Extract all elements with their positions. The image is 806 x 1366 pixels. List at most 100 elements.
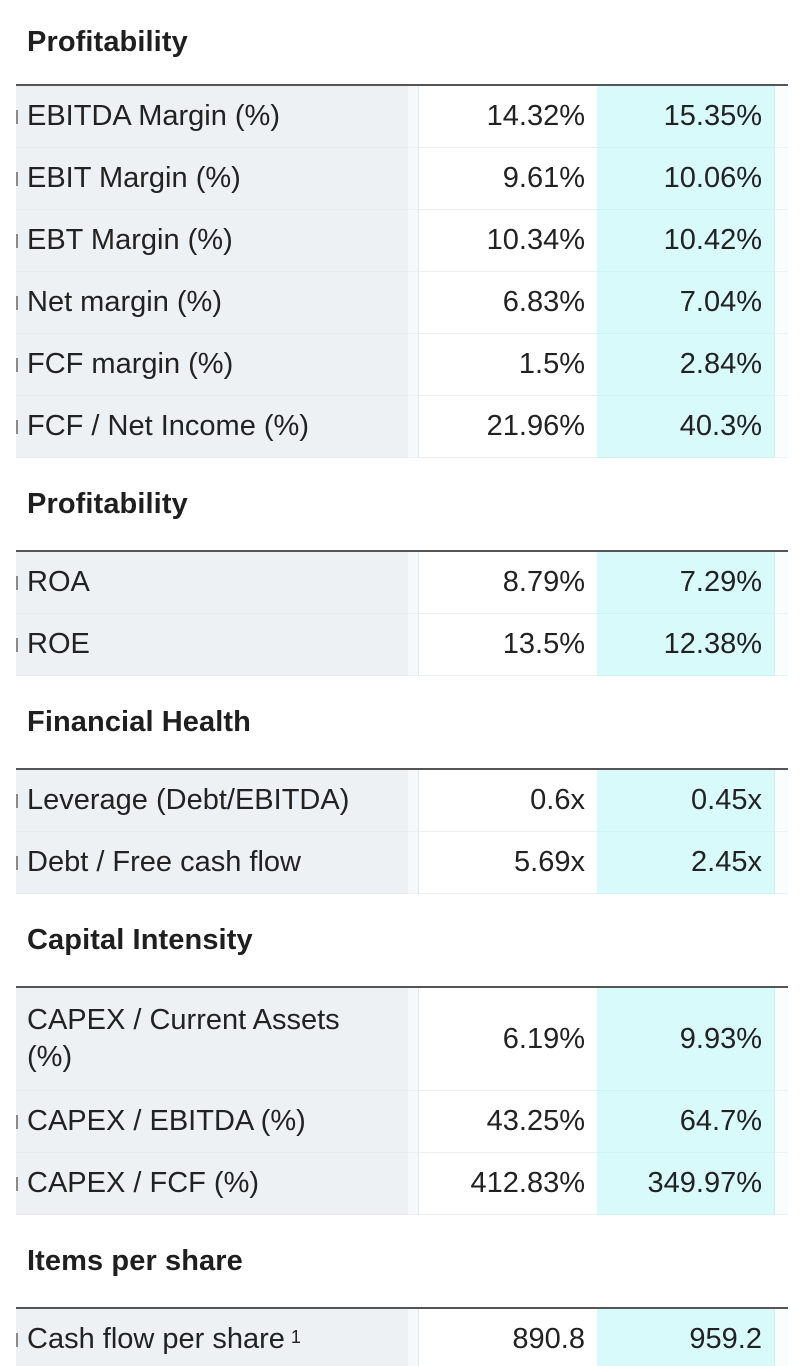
column-divider [418, 86, 419, 148]
value-cell: 0.6x [419, 770, 597, 832]
value-cell-highlighted: 10.06% [597, 148, 774, 210]
table-row: EBT Margin (%) 10.34% 10.42% [16, 210, 788, 272]
row-marker [16, 233, 18, 248]
row-label: Leverage (Debt/EBITDA) [16, 770, 408, 832]
row-label: CAPEX / Current Assets (%) [16, 988, 408, 1091]
value-cell: 14.32% [419, 86, 597, 148]
row-marker [16, 295, 18, 310]
row-marker [16, 793, 18, 808]
column-gap [408, 614, 418, 676]
column-edge [774, 988, 788, 1091]
column-gap [408, 1153, 418, 1215]
row-label: Cash flow per share 1 [16, 1309, 408, 1366]
table-row: Net margin (%) 6.83% 7.04% [16, 272, 788, 334]
row-marker [16, 1114, 18, 1129]
column-gap [408, 1091, 418, 1153]
value-cell: 890.8 [419, 1309, 597, 1366]
row-marker [16, 575, 18, 590]
table-row: CAPEX / EBITDA (%) 43.25% 64.7% [16, 1091, 788, 1153]
footnote-marker: 1 [290, 1327, 301, 1347]
table-row: Leverage (Debt/EBITDA) 0.6x 0.45x [16, 770, 788, 832]
row-marker [16, 1332, 18, 1347]
column-divider [418, 1091, 419, 1153]
table-row: CAPEX / FCF (%) 412.83% 349.97% [16, 1153, 788, 1215]
ratios-table: ROA 8.79% 7.29% ROE 13.5% 12.38% [16, 550, 788, 676]
column-divider [418, 832, 419, 894]
section-capital-intensity: Capital Intensity CAPEX / Current Assets… [0, 894, 806, 1215]
column-edge [774, 210, 788, 272]
value-cell-highlighted: 40.3% [597, 396, 774, 458]
section-financial-health: Financial Health Leverage (Debt/EBITDA) … [0, 676, 806, 894]
row-marker [16, 855, 18, 870]
row-label: ROA [16, 552, 408, 614]
value-cell-highlighted: 0.45x [597, 770, 774, 832]
row-label: CAPEX / FCF (%) [16, 1153, 408, 1215]
value-cell: 6.83% [419, 272, 597, 334]
column-edge [774, 552, 788, 614]
column-edge [774, 86, 788, 148]
column-gap [408, 1309, 418, 1366]
ratios-table: EBITDA Margin (%) 14.32% 15.35% EBIT Mar… [16, 84, 788, 458]
row-label-text: Cash flow per share [27, 1323, 285, 1355]
value-cell-highlighted: 2.84% [597, 334, 774, 396]
section-title: Financial Health [27, 705, 251, 738]
column-gap [408, 86, 418, 148]
row-label-text: ROE [27, 628, 90, 660]
column-gap [408, 832, 418, 894]
table-row: EBITDA Margin (%) 14.32% 15.35% [16, 86, 788, 148]
value-cell-highlighted: 7.29% [597, 552, 774, 614]
row-label-text: EBIT Margin (%) [27, 162, 241, 194]
value-cell-highlighted: 15.35% [597, 86, 774, 148]
table-row: Cash flow per share 1 890.8 959.2 [16, 1309, 788, 1366]
section-items-per-share: Items per share Cash flow per share 1 890… [0, 1215, 806, 1366]
column-gap [408, 770, 418, 832]
value-cell-highlighted: 9.93% [597, 988, 774, 1091]
row-label: FCF / Net Income (%) [16, 396, 408, 458]
column-divider [418, 1309, 419, 1366]
ratios-table: Cash flow per share 1 890.8 959.2 [16, 1307, 788, 1366]
row-label-text: FCF / Net Income (%) [27, 410, 309, 442]
column-edge [774, 1153, 788, 1215]
row-label: CAPEX / EBITDA (%) [16, 1091, 408, 1153]
column-gap [408, 552, 418, 614]
row-label-text: Net margin (%) [27, 286, 222, 318]
row-label: EBITDA Margin (%) [16, 86, 408, 148]
value-cell-highlighted: 2.45x [597, 832, 774, 894]
ratios-table: CAPEX / Current Assets (%) 6.19% 9.93% C… [16, 986, 788, 1215]
column-gap [408, 396, 418, 458]
column-edge [774, 334, 788, 396]
row-label-text: ROA [27, 566, 90, 598]
row-marker [16, 171, 18, 186]
value-cell: 8.79% [419, 552, 597, 614]
column-divider [418, 1153, 419, 1215]
section-title: Capital Intensity [27, 923, 253, 956]
section-title: Profitability [27, 487, 188, 520]
value-cell-highlighted: 10.42% [597, 210, 774, 272]
column-edge [774, 272, 788, 334]
column-divider [418, 272, 419, 334]
row-label: Debt / Free cash flow [16, 832, 408, 894]
column-divider [418, 552, 419, 614]
column-edge [774, 1309, 788, 1366]
row-marker [16, 357, 18, 372]
table-row: CAPEX / Current Assets (%) 6.19% 9.93% [16, 988, 788, 1091]
section-profitability-margins: Profitability EBITDA Margin (%) 14.32% 1… [0, 0, 806, 458]
value-cell: 10.34% [419, 210, 597, 272]
value-cell-highlighted: 64.7% [597, 1091, 774, 1153]
row-label: EBT Margin (%) [16, 210, 408, 272]
row-label-text: CAPEX / Current Assets (%) [27, 1004, 340, 1073]
column-edge [774, 1091, 788, 1153]
row-marker [16, 1176, 18, 1191]
row-label-text: EBITDA Margin (%) [27, 100, 280, 132]
value-cell: 13.5% [419, 614, 597, 676]
column-edge [774, 832, 788, 894]
table-row: Debt / Free cash flow 5.69x 2.45x [16, 832, 788, 894]
row-label-text: Debt / Free cash flow [27, 846, 301, 878]
column-divider [418, 210, 419, 272]
column-divider [418, 988, 419, 1091]
column-gap [408, 210, 418, 272]
column-edge [774, 614, 788, 676]
table-row: FCF / Net Income (%) 21.96% 40.3% [16, 396, 788, 458]
table-row: EBIT Margin (%) 9.61% 10.06% [16, 148, 788, 210]
